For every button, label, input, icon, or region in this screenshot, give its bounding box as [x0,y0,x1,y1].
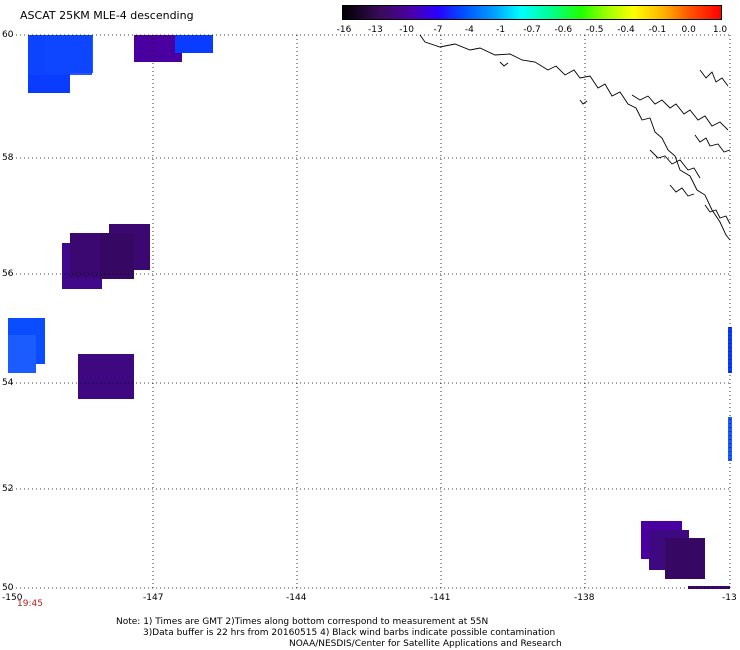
swath-patch [728,327,732,373]
swath-patch [8,335,36,373]
lon-label: -141 [430,593,450,603]
colorbar-tick-label: -0.4 [617,25,635,35]
lat-label: 56 [2,269,14,279]
colorbar-tick-label: -0.1 [648,25,667,35]
graticule [8,34,731,589]
colorbar-tick-label: -0.5 [585,25,604,35]
note-line-3: NOAA/NESDIS/Center for Satellite Applica… [289,639,562,649]
longitude-labels: -150 -147 -144 -141 -138 -13 [2,593,737,603]
colorbar-tick-label: -10 [399,25,415,35]
colorbar-tick-label: -13 [367,25,383,35]
colorbar-tick-label: -1 [496,25,506,35]
colorbar-tick-label: 0.0 [681,25,696,35]
colorbar [342,5,722,20]
lon-label: -138 [574,593,595,603]
note-line-2: 3)Data buffer is 22 hrs from 20160515 4)… [143,628,556,638]
lon-label: -147 [143,593,163,603]
time-label: 19:45 [17,599,43,609]
swath-patch [665,538,705,579]
colorbar-tick-label: -0.7 [523,25,541,35]
lat-label: 52 [2,484,13,494]
colorbar-tick-label: 1.0 [712,25,728,35]
lat-label: 50 [2,583,14,593]
swath-patch [28,35,92,75]
swath-patch [175,35,213,53]
colorbar-tick-label: -7 [433,25,443,35]
lat-label: 58 [2,153,14,163]
lat-label: 60 [2,30,14,40]
swath-patch [688,586,730,589]
swath-patch [134,35,182,62]
lon-label: -150 [2,593,23,603]
data-swaths [8,35,732,589]
colorbar-tick-label: -16 [336,25,352,35]
colorbar-tick-label: -4 [464,25,474,35]
latitude-labels: 60 58 56 54 52 50 [2,30,14,593]
swath-patch [78,354,134,399]
lat-label: 54 [2,378,14,388]
note-line-1: Note: 1) Times are GMT 2)Times along bot… [116,617,489,627]
lon-label: -144 [286,593,307,603]
colorbar-tick-label: -0.6 [554,25,573,35]
coastline [419,34,731,241]
map-title: ASCAT 25KM MLE-4 descending [20,9,194,22]
swath-patch [100,233,134,279]
lon-label: -13 [722,593,737,603]
